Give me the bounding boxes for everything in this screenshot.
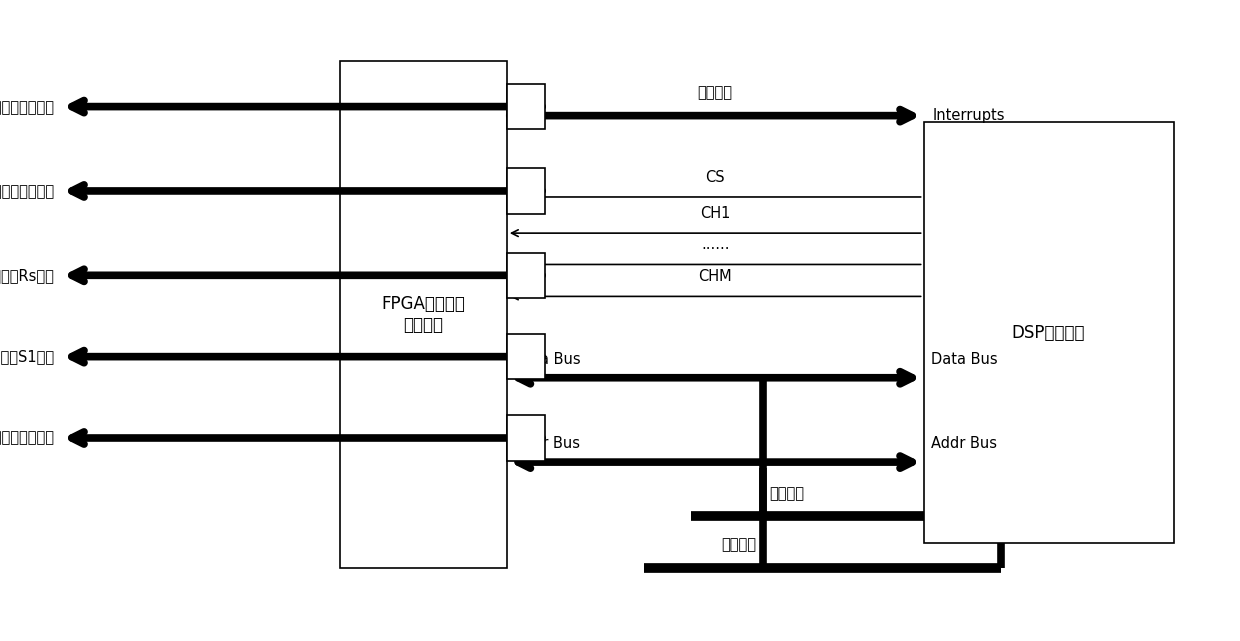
Bar — [924, 122, 1173, 544]
Bar — [340, 62, 507, 567]
Text: Addr Bus: Addr Bus — [931, 437, 997, 451]
Text: DAC数模转换输出控制: DAC数模转换输出控制 — [0, 99, 55, 114]
Text: Data Bus: Data Bus — [515, 352, 580, 367]
Text: 外部中断: 外部中断 — [698, 85, 733, 101]
Bar — [507, 169, 546, 213]
Text: Interrupts: Interrupts — [932, 108, 1006, 123]
Text: FPGA可编程门
阵列模块: FPGA可编程门 阵列模块 — [382, 295, 465, 334]
Text: CH1: CH1 — [701, 206, 730, 221]
Text: 模拟电阵网络Rs控制: 模拟电阵网络Rs控制 — [0, 268, 55, 283]
Text: ......: ...... — [701, 237, 729, 253]
Text: DDS数字频率合成器输出控制: DDS数字频率合成器输出控制 — [0, 183, 55, 199]
Text: DSP主控模块: DSP主控模块 — [1012, 324, 1085, 342]
Text: Addr Bus: Addr Bus — [515, 437, 580, 451]
Bar — [507, 253, 546, 298]
Text: 参考信号S1切换: 参考信号S1切换 — [0, 349, 55, 364]
Text: CS: CS — [706, 170, 725, 185]
Text: 地址总线: 地址总线 — [722, 537, 756, 553]
Text: Data Bus: Data Bus — [931, 352, 997, 367]
Text: 数据总线: 数据总线 — [769, 487, 805, 501]
Bar — [507, 415, 546, 461]
Text: 程控放大增益调节: 程控放大增益调节 — [0, 431, 55, 445]
Bar — [507, 334, 546, 379]
Text: CHM: CHM — [698, 269, 732, 285]
Bar — [507, 84, 546, 129]
